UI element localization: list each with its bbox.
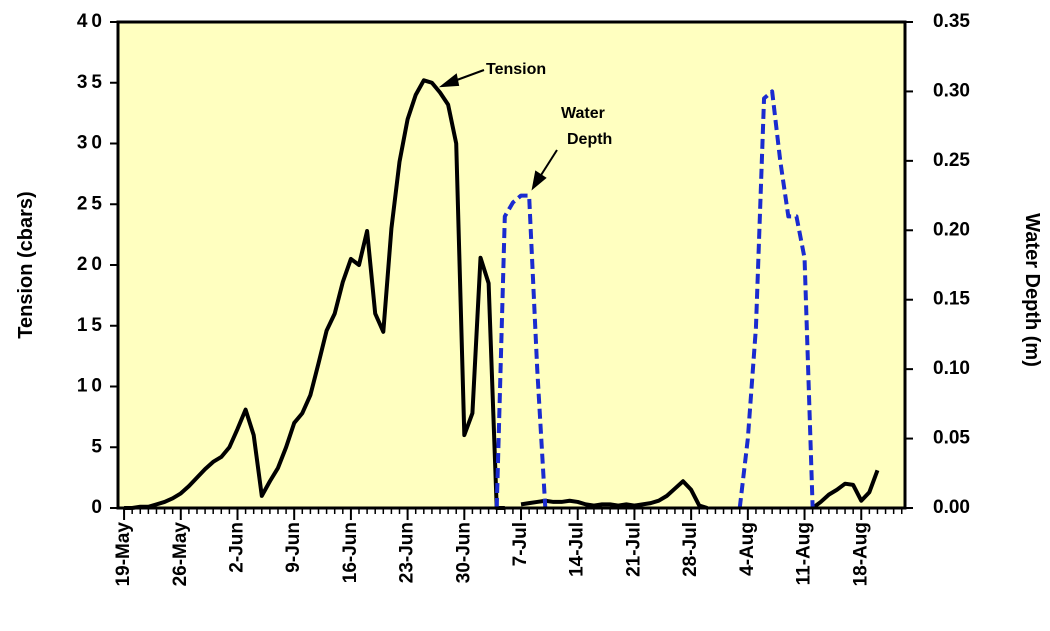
y-tick-label: 35 [77, 72, 106, 93]
y-tick-label: 0 [91, 497, 106, 518]
annotation: Depth [567, 131, 612, 148]
x-tick-label: 11-Aug [794, 522, 815, 585]
y-tick-label: 40 [77, 11, 106, 32]
y2-tick-label: 0.20 [933, 219, 970, 240]
y-tick-label: 5 [91, 436, 106, 457]
x-tick-label: 7-Jul [510, 522, 531, 566]
x-tick-label: 30-Jun [453, 522, 474, 583]
y-tick-label: 20 [77, 254, 106, 275]
x-tick-label: 2-Jun [227, 522, 248, 573]
x-tick-label: 16-Jun [340, 522, 361, 583]
x-tick-label: 9-Jun [283, 522, 304, 573]
y-axis-title: Tension (cbars) [15, 191, 37, 338]
y-tick-label: 25 [77, 193, 106, 214]
y2-tick-label: 0.00 [933, 497, 970, 518]
y-tick-label: 30 [77, 133, 106, 154]
series-line [494, 89, 815, 509]
x-tick-label: 4-Aug [737, 522, 758, 576]
series-line [124, 78, 880, 510]
y2-tick-label: 0.10 [933, 358, 970, 379]
y2-axis-title: Water Depth (m) [1021, 213, 1043, 367]
arrows [438, 69, 558, 191]
y2-tick-label: 0.30 [933, 80, 970, 101]
y2-tick-label: 0.25 [933, 150, 970, 171]
x-tick-label: 18-Aug [850, 522, 871, 586]
y2-tick-label: 0.05 [933, 428, 970, 449]
x-tick-label: 23-Jun [397, 522, 418, 583]
y2-tick-label: 0.15 [933, 289, 970, 310]
x-tick-label: 14-Jul [567, 522, 588, 577]
x-tick-label: 26-May [170, 522, 191, 587]
x-tick-label: 21-Jul [623, 522, 644, 577]
x-tick-label: 19-May [113, 522, 134, 587]
y-tick-label: 15 [77, 315, 106, 336]
x-tick-label: 28-Jul [680, 522, 701, 577]
annotation: Tension [486, 61, 546, 78]
y-tick-label: 10 [77, 376, 106, 397]
y2-tick-label: 0.35 [933, 11, 970, 32]
annotation: Water [561, 105, 605, 122]
